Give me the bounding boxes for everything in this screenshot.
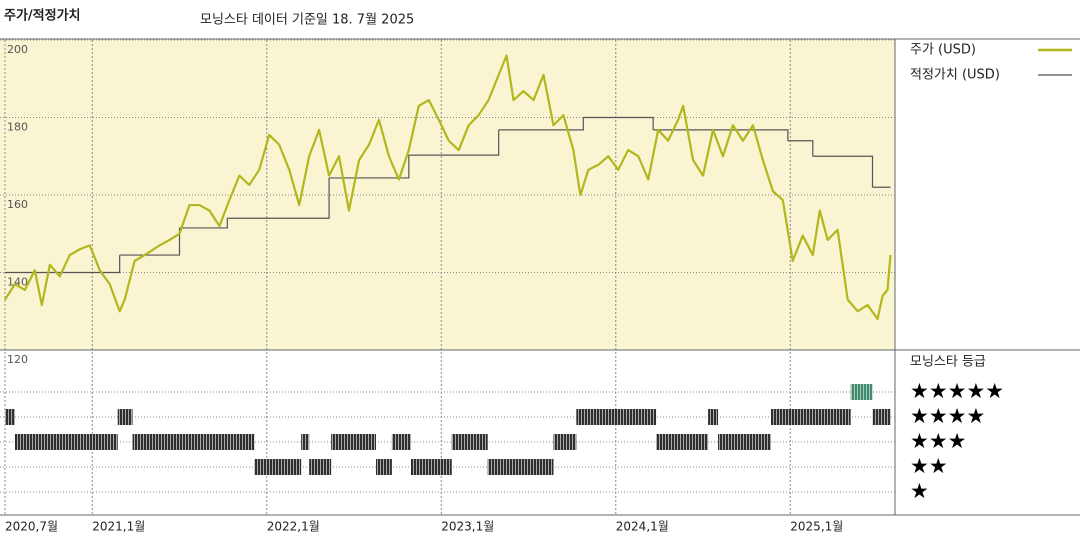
rating-level-label: ★ [910, 479, 929, 503]
fair-value-step [119, 227, 181, 256]
chart-title: 주가/적정가치 [4, 8, 81, 24]
rating-period [410, 459, 452, 475]
legend-label: 주가 (USD) [910, 43, 976, 58]
legend-label: 적정가치 (USD) [910, 68, 1000, 83]
rating-period [331, 434, 377, 450]
price-line [4, 54, 892, 321]
y-tick-label: 140 [7, 276, 28, 289]
rating-period [850, 384, 873, 400]
x-tick-label: 2020,7월 [5, 520, 58, 534]
y-tick-label: 120 [7, 353, 28, 366]
chart-subtitle: 모닝스타 데이터 기준일 18. 7월 2025 [200, 13, 414, 28]
rating-period [656, 434, 709, 450]
rating-period [117, 409, 133, 425]
rating-period [301, 434, 310, 450]
rating-period [5, 409, 15, 425]
fair-value-step [179, 218, 228, 229]
rating-period [376, 459, 392, 475]
rating-period [254, 459, 302, 475]
fair-value-step [408, 129, 500, 156]
y-tick-label: 160 [7, 198, 28, 211]
fair-value-step [498, 117, 584, 131]
rating-title: 모닝스타 등급 [910, 355, 986, 370]
fair-value-step [653, 129, 789, 141]
rating-period [487, 459, 554, 475]
rating-period [553, 434, 577, 450]
fair-value-step [583, 116, 654, 130]
rating-period [718, 434, 771, 450]
rating-period [14, 434, 118, 450]
rating-period [708, 409, 719, 425]
rating-level-label: ★★★ [910, 429, 966, 453]
rating-period [132, 434, 255, 450]
fair-value-step [812, 155, 874, 188]
rating-level-label: ★★★★★ [910, 379, 1004, 403]
x-tick-label: 2023,1월 [441, 520, 494, 534]
fair-value-step [227, 177, 330, 219]
y-tick-label: 180 [7, 121, 28, 134]
rating-level-label: ★★★★ [910, 404, 985, 428]
x-tick-label: 2022,1월 [267, 520, 320, 534]
fair-value-step [787, 140, 814, 157]
fair-value-step [5, 255, 121, 274]
rating-period [391, 434, 411, 450]
y-tick-label: 200 [7, 43, 28, 56]
rating-period [872, 409, 891, 425]
rating-period [309, 459, 332, 475]
x-tick-label: 2024,1월 [616, 520, 669, 534]
rating-level-label: ★★ [910, 454, 948, 478]
x-tick-label: 2021,1월 [92, 520, 145, 534]
rating-period [770, 409, 851, 425]
rating-period [451, 434, 488, 450]
x-tick-label: 2025,1월 [790, 520, 843, 534]
rating-period [576, 409, 657, 425]
